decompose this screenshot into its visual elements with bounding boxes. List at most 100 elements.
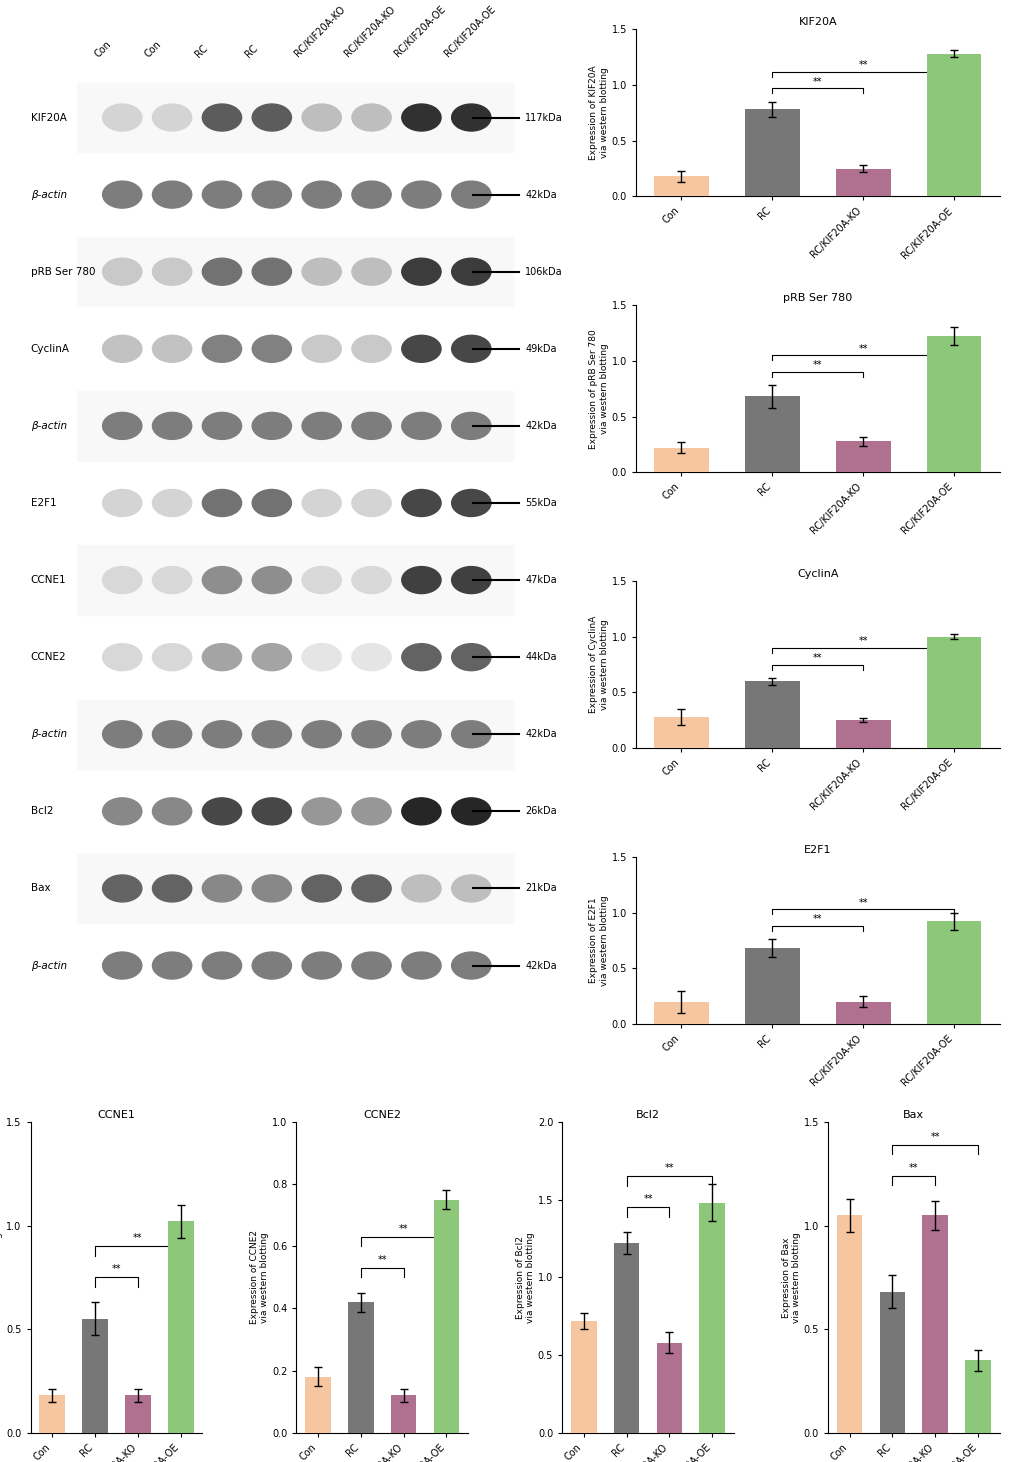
Bar	[77, 931, 513, 1000]
Text: **: **	[398, 1224, 408, 1234]
Bar	[82, 1319, 108, 1433]
Ellipse shape	[401, 643, 440, 671]
Bar	[653, 447, 708, 472]
Ellipse shape	[451, 490, 490, 516]
Ellipse shape	[152, 412, 192, 440]
Ellipse shape	[401, 335, 440, 363]
Text: **: **	[812, 654, 821, 662]
Ellipse shape	[352, 490, 391, 516]
Ellipse shape	[352, 874, 391, 902]
Ellipse shape	[401, 874, 440, 902]
Ellipse shape	[352, 412, 391, 440]
Bar	[653, 716, 708, 749]
Bar	[390, 1395, 416, 1433]
Bar	[77, 854, 513, 923]
Bar	[613, 1243, 639, 1433]
Ellipse shape	[103, 874, 142, 902]
Text: RC: RC	[243, 42, 259, 58]
Text: 21kDa: 21kDa	[525, 883, 556, 893]
Ellipse shape	[202, 335, 242, 363]
Bar	[653, 1001, 708, 1023]
Ellipse shape	[401, 567, 440, 594]
Ellipse shape	[302, 567, 341, 594]
Bar	[744, 396, 799, 472]
Ellipse shape	[202, 643, 242, 671]
Ellipse shape	[202, 259, 242, 285]
Ellipse shape	[103, 721, 142, 747]
Title: pRB Ser 780: pRB Ser 780	[783, 292, 852, 303]
Bar	[77, 700, 513, 769]
Ellipse shape	[451, 335, 490, 363]
Bar	[656, 1342, 682, 1433]
Ellipse shape	[352, 335, 391, 363]
Ellipse shape	[352, 952, 391, 980]
Text: 49kDa: 49kDa	[525, 344, 556, 354]
Text: β-actin: β-actin	[31, 961, 66, 971]
Text: pRB Ser 780: pRB Ser 780	[31, 266, 95, 276]
Bar	[77, 776, 513, 846]
Ellipse shape	[202, 567, 242, 594]
Title: Bax: Bax	[903, 1110, 923, 1120]
Y-axis label: Expression of Bcl2
via western blotting: Expression of Bcl2 via western blotting	[516, 1232, 535, 1323]
Ellipse shape	[152, 259, 192, 285]
Text: 42kDa: 42kDa	[525, 421, 556, 431]
Ellipse shape	[401, 104, 440, 132]
Text: **: **	[858, 636, 867, 646]
Ellipse shape	[152, 567, 192, 594]
Ellipse shape	[451, 567, 490, 594]
Ellipse shape	[152, 798, 192, 825]
Text: 26kDa: 26kDa	[525, 807, 556, 816]
Text: 55kDa: 55kDa	[525, 499, 556, 507]
Text: 47kDa: 47kDa	[525, 575, 556, 585]
Ellipse shape	[401, 721, 440, 747]
Text: **: **	[858, 60, 867, 70]
Bar	[744, 949, 799, 1023]
Text: **: **	[132, 1232, 143, 1243]
Y-axis label: Expression of Bax
via western blotting: Expression of Bax via western blotting	[781, 1232, 800, 1323]
Ellipse shape	[302, 721, 341, 747]
Ellipse shape	[451, 798, 490, 825]
Ellipse shape	[202, 412, 242, 440]
Ellipse shape	[401, 412, 440, 440]
Title: Bcl2: Bcl2	[636, 1110, 659, 1120]
Text: **: **	[929, 1132, 940, 1142]
Ellipse shape	[451, 643, 490, 671]
Text: RC/KIF20A-KO: RC/KIF20A-KO	[342, 4, 396, 58]
Text: 44kDa: 44kDa	[525, 652, 556, 662]
Bar	[744, 110, 799, 196]
Text: KIF20A: KIF20A	[31, 113, 66, 123]
Bar	[77, 392, 513, 461]
Ellipse shape	[103, 412, 142, 440]
Text: CCNE2: CCNE2	[31, 652, 66, 662]
Text: RC: RC	[193, 42, 209, 58]
Y-axis label: Expression of CCNE1
via western blotting: Expression of CCNE1 via western blotting	[0, 1230, 3, 1325]
Ellipse shape	[252, 104, 291, 132]
Text: Con: Con	[94, 38, 114, 58]
Text: RC/KIF20A-OE: RC/KIF20A-OE	[392, 4, 447, 58]
Y-axis label: Expression of pRB Ser 780
via western blotting: Expression of pRB Ser 780 via western bl…	[589, 329, 608, 449]
Bar	[926, 636, 980, 749]
Ellipse shape	[152, 181, 192, 208]
Text: E2F1: E2F1	[31, 499, 56, 507]
Text: **: **	[858, 344, 867, 354]
Ellipse shape	[352, 798, 391, 825]
Ellipse shape	[103, 259, 142, 285]
Ellipse shape	[202, 490, 242, 516]
Bar	[836, 721, 890, 749]
Ellipse shape	[252, 490, 291, 516]
Bar	[744, 681, 799, 749]
Text: **: **	[377, 1254, 386, 1265]
Bar	[305, 1377, 330, 1433]
Ellipse shape	[302, 490, 341, 516]
Title: E2F1: E2F1	[803, 845, 830, 855]
Bar	[77, 237, 513, 307]
Ellipse shape	[352, 721, 391, 747]
Title: CCNE2: CCNE2	[363, 1110, 400, 1120]
Ellipse shape	[202, 104, 242, 132]
Ellipse shape	[401, 798, 440, 825]
Text: 42kDa: 42kDa	[525, 730, 556, 740]
Text: Con: Con	[143, 38, 163, 58]
Text: **: **	[812, 914, 821, 924]
Ellipse shape	[252, 335, 291, 363]
Ellipse shape	[152, 952, 192, 980]
